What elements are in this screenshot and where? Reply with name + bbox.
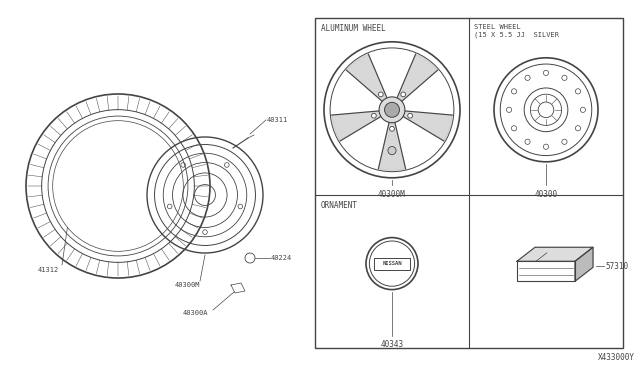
Circle shape: [385, 102, 399, 117]
Circle shape: [408, 113, 413, 118]
Text: 40300A: 40300A: [183, 310, 209, 316]
Text: 40300M: 40300M: [175, 282, 200, 288]
Circle shape: [379, 97, 405, 123]
Polygon shape: [517, 261, 575, 281]
Text: X433000Y: X433000Y: [598, 353, 635, 362]
Circle shape: [390, 126, 394, 131]
Text: ALUMINUM WHEEL: ALUMINUM WHEEL: [321, 24, 386, 33]
Bar: [315, 18, 623, 348]
Polygon shape: [517, 247, 593, 261]
Text: NISSAN: NISSAN: [382, 261, 402, 266]
Polygon shape: [575, 247, 593, 281]
Text: 40300M: 40300M: [378, 190, 406, 199]
Text: 41312: 41312: [38, 267, 60, 273]
Text: ORNAMENT: ORNAMENT: [321, 201, 358, 209]
Polygon shape: [346, 54, 387, 101]
Polygon shape: [378, 122, 406, 170]
Text: STEEL WHEEL
(15 X 5.5 JJ  SILVER: STEEL WHEEL (15 X 5.5 JJ SILVER: [474, 24, 559, 38]
Text: 40343: 40343: [380, 340, 404, 349]
Circle shape: [378, 92, 383, 97]
Polygon shape: [397, 54, 438, 101]
Text: 57310: 57310: [605, 262, 628, 271]
Polygon shape: [332, 111, 381, 141]
Polygon shape: [403, 111, 452, 141]
Polygon shape: [231, 283, 245, 293]
Bar: [374, 258, 410, 270]
Circle shape: [245, 253, 255, 263]
Circle shape: [401, 92, 406, 97]
Circle shape: [388, 147, 396, 155]
Text: 40311: 40311: [267, 117, 288, 123]
Text: 40300: 40300: [534, 190, 557, 199]
Text: 40224: 40224: [271, 255, 292, 261]
Circle shape: [371, 113, 376, 118]
